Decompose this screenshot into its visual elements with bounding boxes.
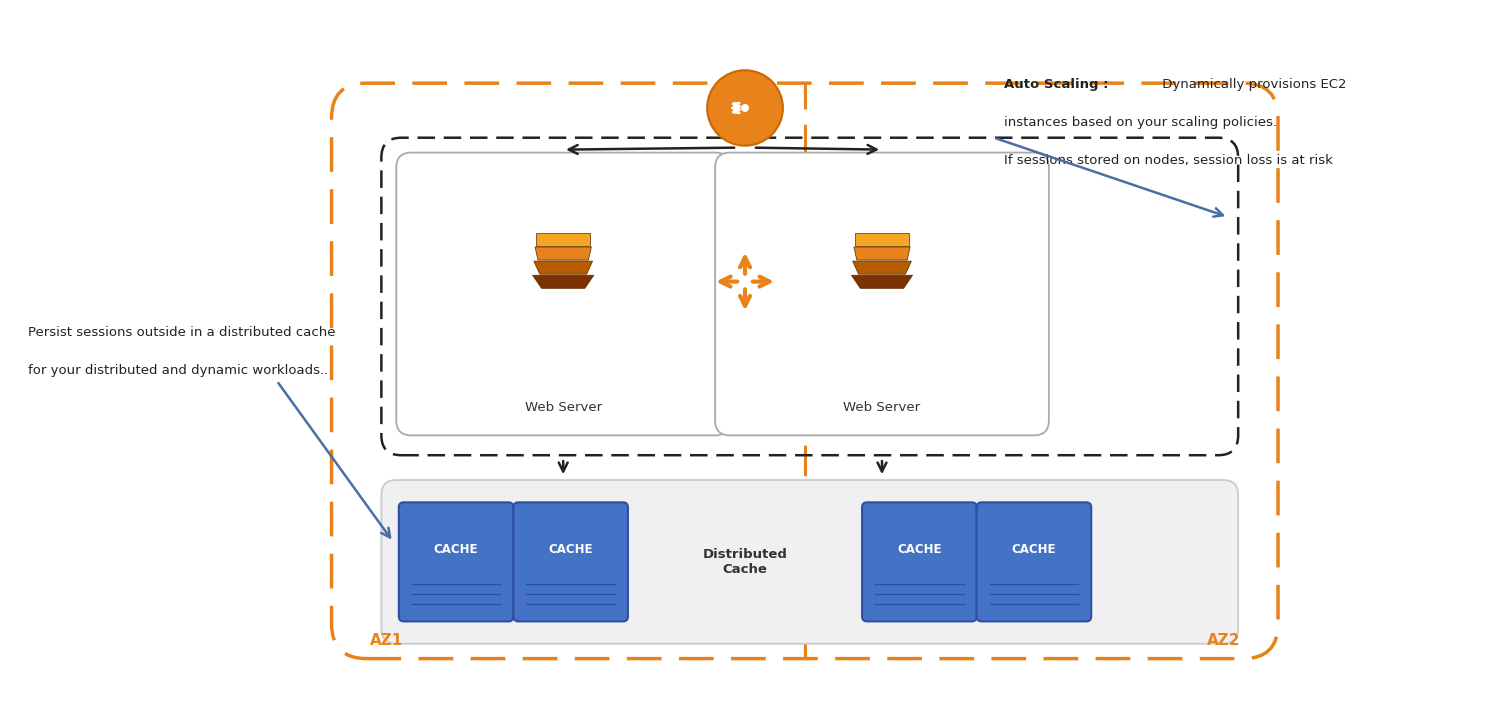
FancyBboxPatch shape — [397, 153, 731, 435]
Text: Auto Scaling :: Auto Scaling : — [1004, 78, 1109, 91]
Text: AZ1: AZ1 — [370, 634, 403, 648]
FancyBboxPatch shape — [513, 503, 627, 621]
Polygon shape — [853, 261, 912, 274]
Text: instances based on your scaling policies.: instances based on your scaling policies… — [1004, 116, 1277, 129]
Text: Dynamically provisions EC2: Dynamically provisions EC2 — [1159, 78, 1347, 91]
Text: Persist sessions outside in a distributed cache: Persist sessions outside in a distribute… — [27, 326, 335, 339]
Text: Web Server: Web Server — [843, 400, 921, 414]
Polygon shape — [536, 232, 590, 246]
Polygon shape — [852, 275, 913, 289]
FancyBboxPatch shape — [976, 503, 1091, 621]
Text: If sessions stored on nodes, session loss is at risk: If sessions stored on nodes, session los… — [1004, 154, 1332, 166]
Text: CACHE: CACHE — [548, 543, 593, 557]
FancyBboxPatch shape — [398, 503, 513, 621]
Polygon shape — [533, 275, 594, 289]
FancyBboxPatch shape — [862, 503, 976, 621]
FancyBboxPatch shape — [716, 153, 1049, 435]
Text: CACHE: CACHE — [897, 543, 942, 557]
Text: AZ2: AZ2 — [1207, 634, 1240, 648]
Text: Web Server: Web Server — [524, 400, 602, 414]
Text: CACHE: CACHE — [1012, 543, 1057, 557]
Text: for your distributed and dynamic workloads..: for your distributed and dynamic workloa… — [27, 364, 328, 377]
Polygon shape — [534, 261, 593, 274]
Circle shape — [707, 70, 783, 146]
FancyBboxPatch shape — [382, 480, 1238, 643]
Circle shape — [741, 104, 748, 112]
Polygon shape — [855, 232, 909, 246]
Text: CACHE: CACHE — [434, 543, 479, 557]
Text: Distributed
Cache: Distributed Cache — [702, 548, 787, 576]
Polygon shape — [534, 247, 591, 260]
Polygon shape — [853, 247, 910, 260]
